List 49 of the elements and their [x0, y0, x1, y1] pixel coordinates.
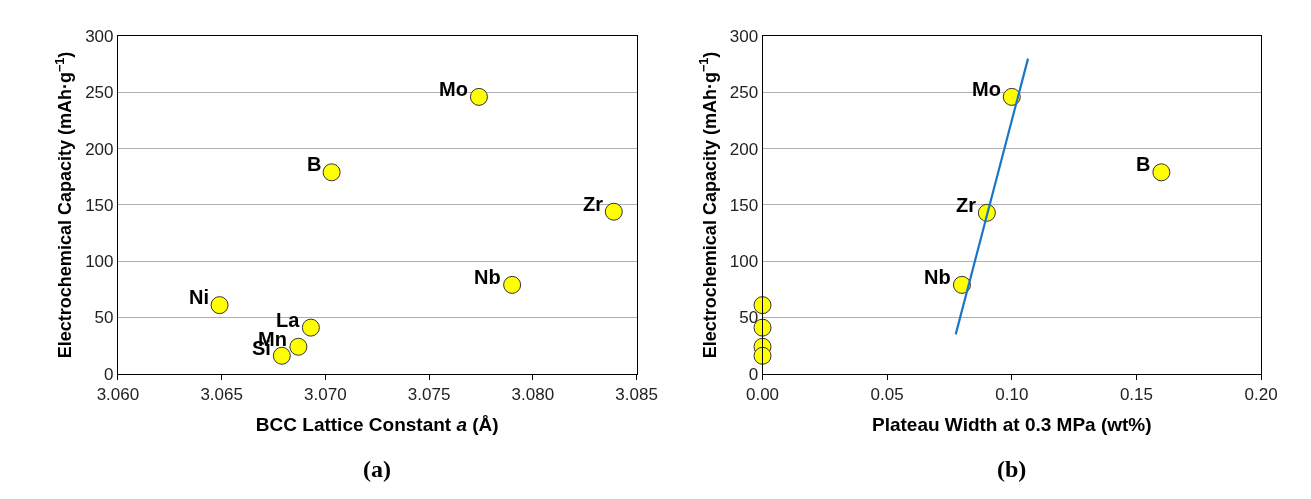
point [322, 163, 341, 182]
x-tick-label: 0.00 [745, 385, 780, 405]
point [1152, 163, 1171, 182]
y-tick-label: 250 [729, 83, 759, 103]
x-tick-label: 0.20 [1244, 385, 1278, 405]
point [289, 337, 308, 356]
x-tick-label: 3.065 [200, 385, 243, 405]
point [210, 296, 229, 315]
x-axis-title: BCC Lattice Constant a (Å) [255, 413, 499, 435]
point [952, 275, 971, 294]
x-tick-label: 0.15 [1119, 385, 1153, 405]
text: (b) [997, 456, 1027, 482]
annotation: Zr [583, 193, 604, 215]
x-tick-label: 3.060 [96, 385, 140, 405]
y-tick-label: 300 [85, 27, 114, 47]
annotation: La [276, 309, 301, 331]
annotation: Nb [474, 266, 501, 288]
point [604, 202, 623, 221]
point [469, 87, 488, 106]
y-tick-label: 50 [739, 308, 759, 328]
text: (a) [363, 456, 391, 482]
annotation: Mo [972, 78, 1001, 100]
x-tick-label: 3.085 [615, 385, 658, 405]
x-tick-label: 0.10 [995, 385, 1029, 405]
x-tick-label: 3.075 [407, 385, 451, 405]
annotation: B [307, 153, 322, 175]
annotation: Zr [956, 194, 977, 216]
y-tick-label: 200 [729, 139, 759, 159]
y-tick-label: 50 [94, 308, 114, 328]
y-tick-label: 150 [729, 195, 759, 215]
y-tick-label: 300 [729, 27, 759, 47]
point [503, 275, 522, 294]
annotation: Nb [924, 266, 951, 288]
point [301, 318, 320, 337]
x-axis-title: Plateau Width at 0.3 MPa (wt%) [872, 413, 1152, 435]
annotation: Ni [189, 286, 209, 308]
y-tick-label: 200 [85, 139, 114, 159]
y-tick-label: 100 [729, 252, 759, 272]
x-tick-label: 3.070 [304, 385, 347, 405]
x-tick-label: 3.080 [511, 385, 555, 405]
point [272, 346, 291, 365]
annotation: Mo [439, 78, 468, 100]
y-tick-label: 150 [85, 195, 114, 215]
x-tick-label: 0.05 [870, 385, 904, 405]
y-tick-label: 0 [104, 364, 114, 384]
annotation: B [1136, 153, 1151, 175]
y-tick-label: 250 [85, 83, 114, 103]
y-tick-label: 0 [748, 364, 759, 384]
y-tick-label: 100 [85, 252, 114, 272]
